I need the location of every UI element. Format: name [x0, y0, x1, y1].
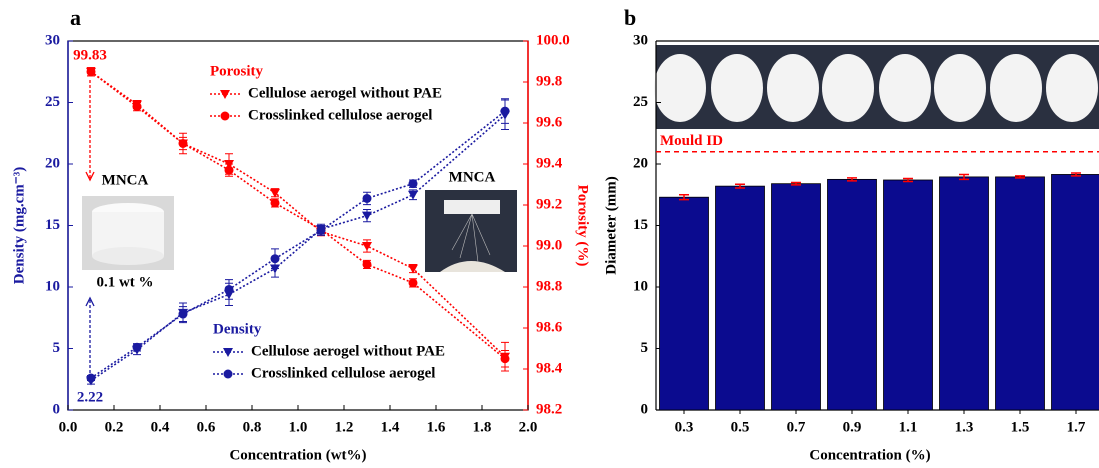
marker: [225, 166, 234, 175]
y2-tick-label: 98.4: [536, 360, 563, 376]
annotation: MNCA: [102, 172, 149, 188]
x-tick-label: 0.8: [243, 419, 262, 435]
marker: [179, 139, 188, 148]
x-tick-label: 1.5: [1011, 419, 1030, 435]
y2-tick-label: 99.6: [536, 114, 563, 130]
y-tick-label: 15: [633, 217, 648, 233]
bar: [1052, 174, 1099, 410]
x-axis-title: Concentration (%): [809, 447, 930, 463]
legend-title: Porosity: [210, 63, 264, 79]
marker: [409, 278, 418, 287]
x-tick-label: 1.7: [1067, 419, 1086, 435]
legend-label: Crosslinked cellulose aerogel: [251, 365, 435, 381]
marker: [87, 374, 96, 383]
y2-tick-label: 98.2: [536, 401, 562, 417]
y-tick-label: 15: [45, 217, 60, 233]
marker: [133, 343, 142, 352]
marker: [225, 285, 234, 294]
x-tick-label: 2.0: [519, 419, 538, 435]
y-tick-label: 20: [633, 155, 648, 171]
x-tick-label: 0.6: [197, 419, 216, 435]
y2-tick-label: 100.0: [536, 32, 570, 48]
marker: [179, 310, 188, 319]
marker: [133, 102, 142, 111]
bar: [828, 179, 877, 410]
y-tick-label: 10: [45, 278, 60, 294]
annotation: 99.83: [73, 47, 107, 63]
y-tick-label: 0: [641, 401, 649, 417]
y2-tick-label: 99.8: [536, 73, 562, 89]
x-tick-label: 1.3: [955, 419, 974, 435]
x-tick-label: 0.0: [59, 419, 78, 435]
annotation: MNCA: [449, 169, 496, 185]
y-tick-label: 30: [45, 32, 60, 48]
reference-label: Mould ID: [660, 133, 723, 149]
bar: [772, 184, 821, 410]
x-tick-label: 0.3: [675, 419, 694, 435]
figure: 0.0 0.2 0.4 0.6 0.8 1.0 1.2 1.4 1.6 1.8 2.0 0 5 10 15 2…: [0, 0, 1099, 468]
marker: [220, 90, 230, 99]
x-tick-label: 0.2: [105, 419, 124, 435]
y-tick-label: 0: [53, 401, 61, 417]
y-tick-label: 30: [633, 32, 648, 48]
x-tick-label: 0.7: [787, 419, 806, 435]
y-tick-label: 10: [633, 278, 648, 294]
marker: [221, 112, 230, 121]
marker: [408, 191, 418, 200]
x-tick-label: 1.8: [473, 419, 492, 435]
y-tick-label: 20: [45, 155, 60, 171]
y-axis-title: Density (mg.cm⁻³): [11, 167, 27, 284]
annotation: 0.1 wt %: [96, 274, 153, 290]
y2-axis-title: Porosity (%): [575, 185, 591, 267]
y-tick-label: 5: [641, 340, 649, 356]
marker: [271, 198, 280, 207]
marker: [87, 67, 96, 76]
y2-tick-label: 99.4: [536, 155, 563, 171]
y2-tick-label: 99.2: [536, 196, 562, 212]
photo-right: [425, 190, 517, 272]
marker: [363, 194, 372, 203]
annotation: 2.22: [77, 389, 103, 405]
y-tick-label: 25: [45, 94, 60, 110]
marker: [362, 242, 372, 251]
x-tick-label: 1.0: [289, 419, 308, 435]
bar: [940, 177, 989, 410]
panel-label: b: [624, 5, 636, 30]
marker: [363, 260, 372, 269]
y-tick-label: 25: [633, 94, 648, 110]
bar: [996, 177, 1045, 410]
marker: [501, 107, 510, 116]
legend-label: Crosslinked cellulose aerogel: [248, 107, 432, 123]
x-tick-label: 1.4: [381, 419, 400, 435]
y2-tick-label: 98.6: [536, 319, 563, 335]
marker: [409, 179, 418, 188]
marker: [223, 348, 233, 357]
x-tick-label: 1.1: [899, 419, 918, 435]
marker: [501, 354, 510, 363]
y2-tick-label: 99.0: [536, 237, 562, 253]
x-tick-label: 1.2: [335, 419, 354, 435]
y2-tick-label: 98.8: [536, 278, 562, 294]
panel-label: a: [70, 5, 81, 30]
x-tick-label: 0.4: [151, 419, 170, 435]
y-axis-title: Diameter (mm): [603, 176, 619, 274]
x-tick-label: 0.9: [843, 419, 862, 435]
marker: [224, 370, 233, 379]
marker: [271, 254, 280, 263]
legend-title: Density: [213, 321, 262, 337]
bar: [660, 197, 709, 410]
bar: [884, 180, 933, 410]
x-axis-title: Concentration (wt%): [229, 447, 366, 463]
x-tick-label: 1.6: [427, 419, 446, 435]
photo-left: [82, 196, 174, 270]
legend-label: Cellulose aerogel without PAE: [248, 85, 442, 101]
y-tick-label: 5: [53, 340, 61, 356]
marker: [317, 226, 326, 235]
legend-label: Cellulose aerogel without PAE: [251, 343, 445, 359]
x-tick-label: 0.5: [731, 419, 750, 435]
photo-strip: [654, 45, 1099, 129]
bar: [716, 186, 765, 410]
